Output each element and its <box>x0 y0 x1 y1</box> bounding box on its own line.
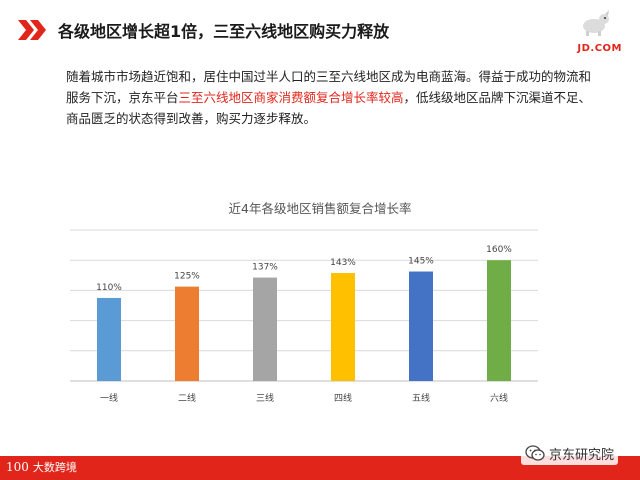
category-label-五线: 五线 <box>412 392 430 404</box>
category-label-三线: 三线 <box>256 392 274 404</box>
footer-logo-number: 100 <box>6 460 29 474</box>
intro-highlight: 三至六线地区商家消费额复合增长率较高 <box>178 90 404 105</box>
intro-text-2: ，低线级地区品牌下沉渠道不足、商品匮乏的状态得到改善，购买力逐步释放。 <box>66 90 592 126</box>
bar-二线 <box>175 286 199 381</box>
data-label-五线: 145% <box>408 257 434 267</box>
wechat-icon <box>525 445 545 461</box>
jd-dog-icon <box>583 10 609 36</box>
bar-一线 <box>97 297 121 381</box>
jd-logo: JD.COM <box>562 8 622 54</box>
category-label-一线: 一线 <box>100 392 118 404</box>
category-label-二线: 二线 <box>178 392 196 404</box>
page-title: 各级地区增长超1倍，三至六线地区购买力释放 <box>58 22 390 41</box>
bar-四线 <box>331 273 355 381</box>
header: 各级地区增长超1倍，三至六线地区购买力释放 JD.COM <box>0 0 640 58</box>
watermark-text: 京东研究院 <box>548 447 614 463</box>
intro-text-1: 随着城市市场趋近饱和，居住中国过半人口的三至六线地区成为电商蓝海。得益于成功的物… <box>66 69 592 105</box>
intro-paragraph: 随着城市市场趋近饱和，居住中国过半人口的三至六线地区成为电商蓝海。得益于成功的物… <box>66 66 596 129</box>
chart-title: 近4年各级地区销售额复合增长率 <box>228 201 412 216</box>
category-label-四线: 四线 <box>334 392 352 404</box>
wechat-watermark: 京东研究院 <box>520 441 618 465</box>
logo-text: JD.COM <box>577 43 622 54</box>
data-label-六线: 160% <box>486 245 512 255</box>
category-label-六线: 六线 <box>490 392 508 404</box>
bar-六线 <box>487 260 511 381</box>
data-label-二线: 125% <box>174 272 200 282</box>
footer-logo-text: 大数跨境 <box>32 461 77 474</box>
data-label-三线: 137% <box>252 263 278 273</box>
data-label-四线: 143% <box>330 258 356 268</box>
data-label-一线: 110% <box>96 283 122 293</box>
bar-五线 <box>409 271 433 381</box>
double-chevron-icon <box>18 20 46 40</box>
footer-logo: 100 大数跨境 <box>6 459 77 475</box>
bar-三线 <box>253 277 277 381</box>
